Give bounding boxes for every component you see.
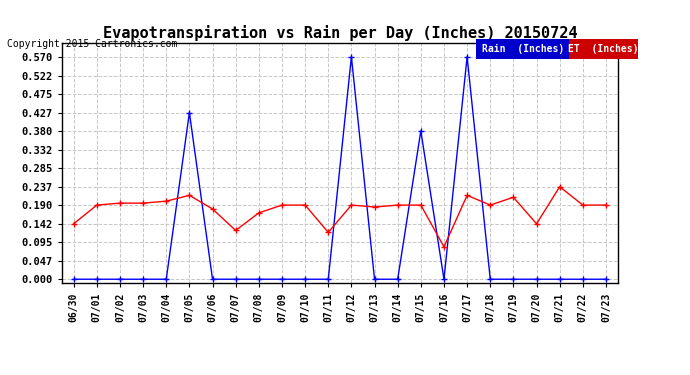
Text: Copyright 2015 Cartronics.com: Copyright 2015 Cartronics.com bbox=[7, 39, 177, 50]
Title: Evapotranspiration vs Rain per Day (Inches) 20150724: Evapotranspiration vs Rain per Day (Inch… bbox=[103, 25, 577, 40]
Text: ET  (Inches): ET (Inches) bbox=[569, 44, 639, 54]
Text: Rain  (Inches): Rain (Inches) bbox=[482, 44, 564, 54]
